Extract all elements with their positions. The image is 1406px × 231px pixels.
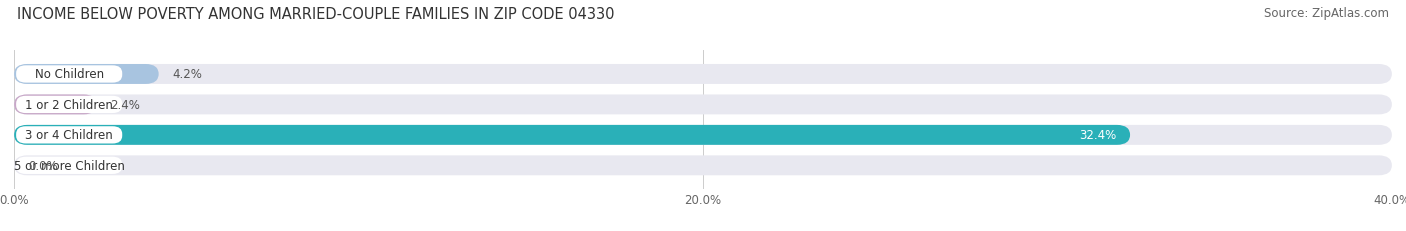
FancyBboxPatch shape [14,125,1130,145]
Text: Source: ZipAtlas.com: Source: ZipAtlas.com [1264,7,1389,20]
FancyBboxPatch shape [15,157,122,174]
FancyBboxPatch shape [14,95,1392,115]
Text: INCOME BELOW POVERTY AMONG MARRIED-COUPLE FAMILIES IN ZIP CODE 04330: INCOME BELOW POVERTY AMONG MARRIED-COUPL… [17,7,614,22]
FancyBboxPatch shape [14,65,159,85]
Text: 5 or more Children: 5 or more Children [14,159,125,172]
FancyBboxPatch shape [15,127,122,144]
FancyBboxPatch shape [15,66,122,83]
Text: No Children: No Children [35,68,104,81]
FancyBboxPatch shape [14,65,1392,85]
Text: 2.4%: 2.4% [111,98,141,111]
Text: 3 or 4 Children: 3 or 4 Children [25,129,112,142]
Text: 1 or 2 Children: 1 or 2 Children [25,98,112,111]
Text: 4.2%: 4.2% [173,68,202,81]
FancyBboxPatch shape [15,96,122,114]
FancyBboxPatch shape [14,156,1392,176]
Text: 32.4%: 32.4% [1080,129,1116,142]
FancyBboxPatch shape [14,125,1392,145]
FancyBboxPatch shape [14,95,97,115]
Text: 0.0%: 0.0% [28,159,58,172]
